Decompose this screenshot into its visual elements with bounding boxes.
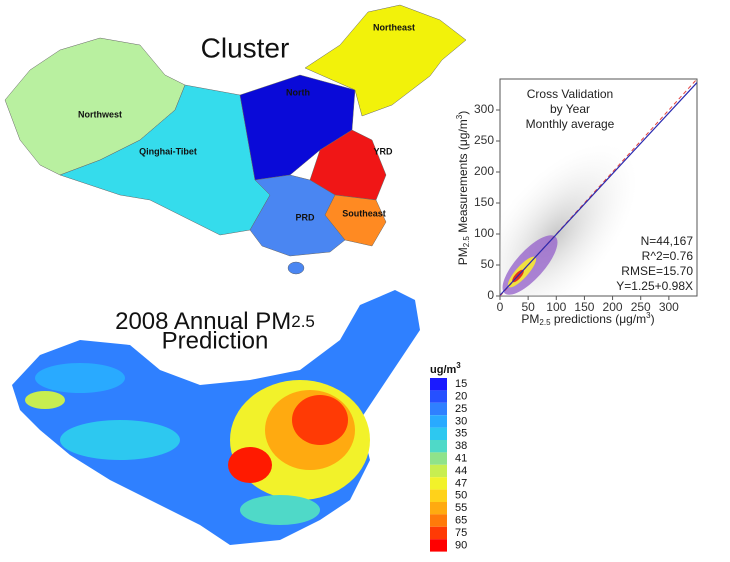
lines [500,79,697,296]
legend-unit: ug/m3 [430,361,461,376]
prediction-map: 2008 Annual PM2.5 Prediction ug/m3 15202… [12,290,467,552]
legend-swatch [430,489,447,502]
legend-label: 55 [455,502,467,514]
y-tick-label: 300 [474,102,494,116]
annotation: by Year [550,102,590,116]
plateau [60,420,180,460]
region [304,4,467,117]
legend-swatch [430,440,447,453]
unit-superscript: 3 [456,361,461,370]
scatter-plot: PM2.5 predictions (μg/m3) PM2.5 Measurem… [455,78,698,327]
legend-swatch [430,378,447,391]
legend-label: 20 [455,391,467,403]
legend-swatch [430,477,447,490]
legend-swatch [430,502,447,515]
x-tick-label: 100 [546,300,566,314]
legend-label: 65 [455,515,467,527]
legend-label: 50 [455,490,467,502]
legend-swatch [430,539,447,552]
legend-label: 15 [455,378,467,390]
label-part: PM [521,312,539,326]
legend-swatch [430,402,447,416]
label-part: predictions (μg/m [551,312,647,326]
stat: Y=1.25+0.98X [616,279,693,293]
x-tick-label: 300 [659,300,679,314]
label-part: ) [456,111,470,115]
basin [25,391,65,409]
x-tick-label: 150 [574,300,594,314]
region-label: Northwest [78,109,122,119]
stat: N=44,167 [641,234,694,248]
legend-label: 25 [455,403,467,415]
legend-swatch [430,415,447,428]
legend-swatch [430,390,447,403]
region-label: Northeast [373,22,415,32]
y-axis-label: PM2.5 Measurements (μg/m3) [455,111,471,266]
x-tick-label: 0 [497,300,504,314]
region-label: YRD [373,146,393,156]
y-tick-label: 200 [474,164,494,178]
y-tick-label: 50 [481,257,495,271]
region-label: Southeast [342,208,386,218]
prediction-title: 2008 Annual PM2.5 [115,308,315,335]
cluster-title: Cluster [201,32,290,63]
y-tick-label: 150 [474,195,494,209]
polluted-area [292,395,348,445]
label-sup: 3 [646,311,651,320]
y-tick-label: 250 [474,133,494,147]
legend-label: 41 [455,453,467,465]
region-label: North [286,87,310,97]
region-label: Qinghai-Tibet [139,146,197,156]
legend-swatch [430,464,447,478]
legend-swatch [430,514,447,527]
label-part: Measurements (μg/m [456,119,470,236]
x-tick-label: 200 [603,300,623,314]
region-label: PRD [295,212,315,222]
label-part: ) [651,312,655,326]
legend-label: 35 [455,428,467,440]
unit-text: ug/m [430,364,456,376]
basin [35,363,125,393]
south-area [240,495,320,525]
title-subscript: 2.5 [291,312,315,331]
cluster-map: Cluster Northwest Qinghai-Tibet North No… [4,4,467,275]
y-tick-label: 100 [474,226,494,240]
x-tick-label: 50 [521,300,535,314]
legend-label: 30 [455,415,467,427]
y-tick-label: 0 [487,288,494,302]
stat: RMSE=15.70 [621,264,693,278]
legend-swatch [430,526,447,540]
annotation: Cross Validation [527,87,613,101]
region [324,194,387,247]
polluted-area [228,447,272,483]
stat: R^2=0.76 [642,249,694,263]
label-sup: 3 [455,114,464,119]
prediction-title-line2: Prediction [162,327,269,354]
legend-label: 44 [455,465,467,477]
legend-label: 75 [455,527,467,539]
title-text: 2008 Annual PM [115,308,291,335]
legend-swatch [430,427,447,440]
legend-label: 47 [455,477,467,489]
label-part: PM [456,247,470,265]
x-tick-label: 250 [631,300,651,314]
legend-label: 38 [455,440,467,452]
legend-swatch [430,452,447,465]
annotation: Monthly average [526,117,615,131]
island [287,261,305,275]
legend-label: 90 [455,539,467,551]
label-sub: 2.5 [462,236,471,248]
fit-line [500,82,697,296]
x-axis-label: PM2.5 predictions (μg/m3) [521,311,654,327]
region [249,174,346,257]
label-sub: 2.5 [539,318,551,327]
